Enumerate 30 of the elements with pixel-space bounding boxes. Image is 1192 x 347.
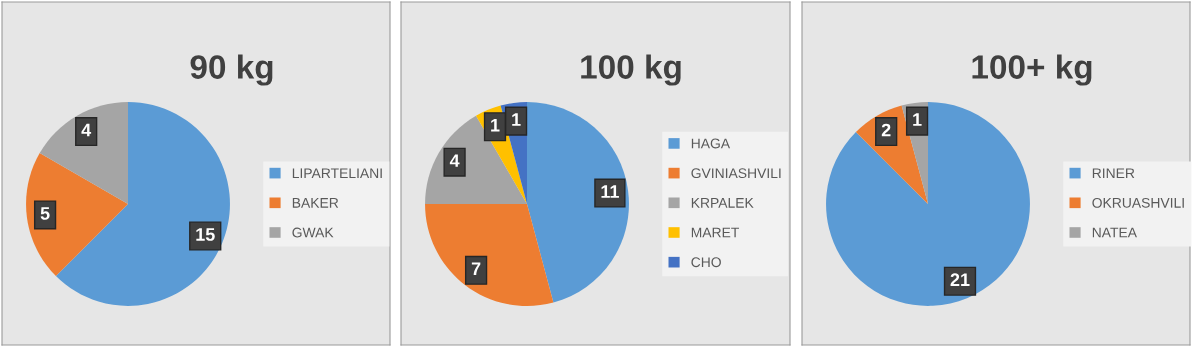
chart-title: 90 kg [190, 54, 273, 86]
data-label: 7 [471, 262, 481, 275]
data-label: 5 [40, 207, 50, 220]
legend-label: OKRUASHVILI [1092, 197, 1184, 208]
legend-label: RINER [1092, 168, 1135, 178]
chart-title: 100+ kg [972, 54, 1092, 86]
data-label: 11 [601, 185, 619, 198]
pie-slice [26, 153, 128, 277]
data-label: 1 [913, 113, 922, 126]
legend-label: LIPARTELIANI [292, 168, 382, 178]
pie-slice [826, 102, 1030, 306]
data-label: 4 [81, 123, 92, 137]
data-label: 1 [491, 119, 500, 132]
data-label: 21 [950, 273, 970, 286]
chart-title: 100 kg [581, 54, 681, 86]
data-label: 4 [449, 154, 460, 167]
legend-label: NATEA [1092, 227, 1137, 238]
data-label: 2 [881, 123, 891, 137]
data-label: 1 [512, 113, 521, 126]
data-label: 15 [196, 228, 215, 241]
legend-label: HAGA [691, 138, 731, 149]
legend-label: BAKER [292, 198, 339, 208]
pie-slice [425, 204, 554, 306]
legend-label: KRPALEK [691, 198, 754, 208]
legend-label: MARET [691, 227, 740, 238]
pie-slice [527, 102, 629, 303]
legend-label: CHO [691, 257, 721, 268]
legend-label: GVINIASHVILI [691, 168, 781, 179]
legend-label: GWAK [292, 227, 334, 238]
pie-slice [55, 102, 230, 306]
